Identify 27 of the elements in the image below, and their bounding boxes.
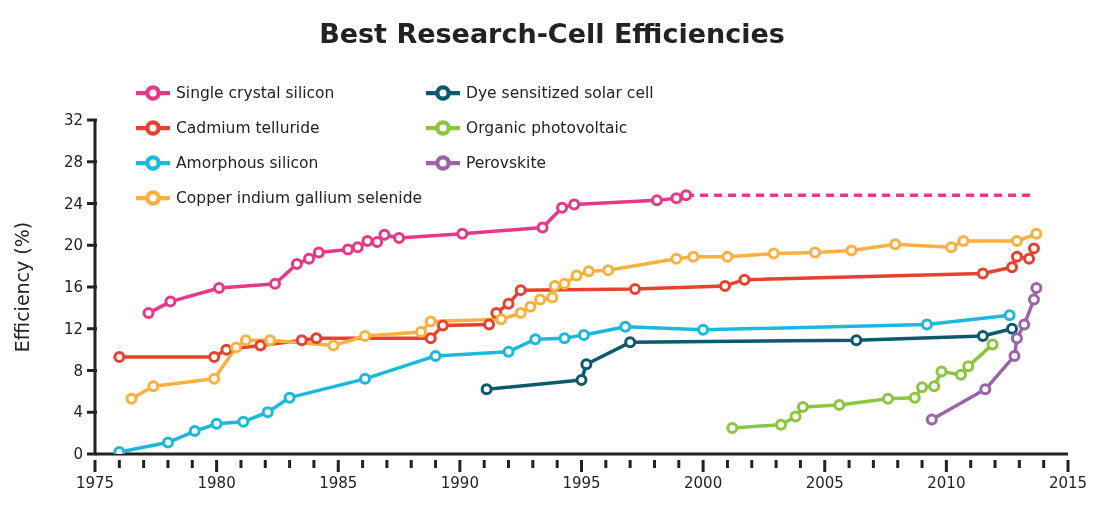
x-tick-label: 1990	[440, 474, 479, 492]
y-tick-label: 0	[73, 445, 83, 463]
legend-label: Organic photovoltaic	[466, 118, 628, 137]
x-tick-label: 1980	[197, 474, 236, 492]
x-tick-label: 2000	[684, 474, 723, 492]
chart-title: Best Research-Cell Efficiencies	[318, 17, 786, 51]
legend-label: Copper indium gallium selenide	[176, 188, 423, 207]
y-tick-label: 20	[63, 236, 83, 255]
x-tick-label: 2010	[927, 474, 966, 492]
legend-label: Perovskite	[466, 153, 546, 172]
y-tick-label: 8	[73, 361, 83, 380]
y-tick-label: 12	[63, 319, 83, 338]
x-tick-label: 1975	[75, 474, 115, 492]
y-tick-label: 32	[63, 111, 83, 129]
y-axis-title: Efficiency (%)	[10, 221, 33, 353]
x-tick-label: 2015	[1048, 474, 1088, 492]
legend-label: Cadmium telluride	[176, 118, 320, 137]
legend-label: Single crystal silicon	[176, 83, 335, 102]
legend-label: Amorphous silicon	[176, 153, 319, 172]
x-tick-label: 2005	[805, 474, 844, 492]
x-tick-label: 1985	[319, 474, 358, 492]
y-tick-label: 28	[63, 152, 83, 171]
y-tick-label: 24	[63, 194, 83, 213]
legend-label: Dye sensitized solar cell	[466, 83, 654, 102]
y-tick-label: 16	[63, 278, 83, 296]
x-tick-label: 1995	[562, 474, 601, 492]
y-tick-label: 4	[73, 403, 83, 422]
